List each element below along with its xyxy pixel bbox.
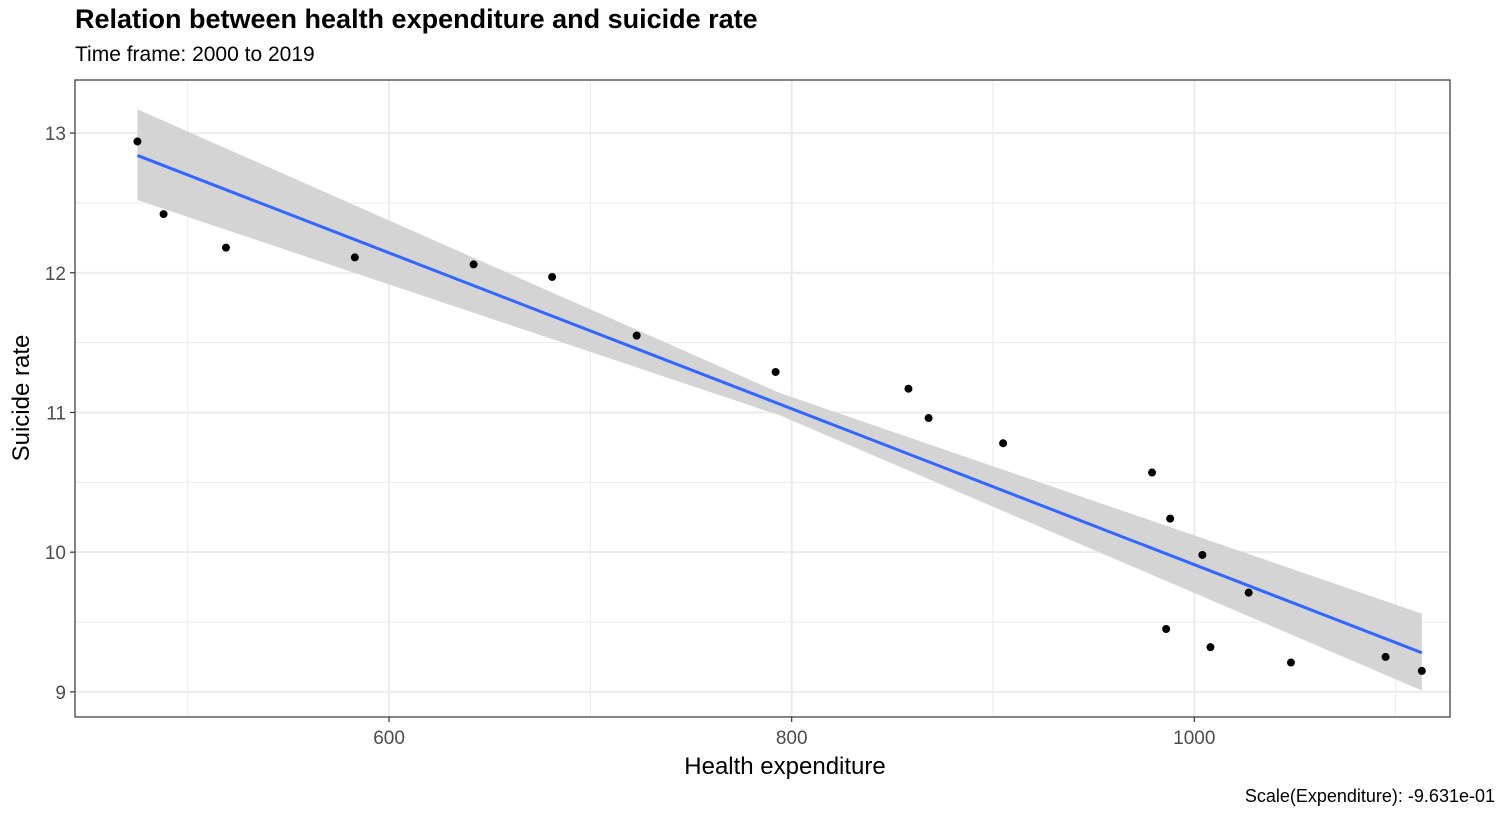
regression-line: [136, 154, 1423, 655]
y-tick-label: 12: [45, 264, 66, 285]
y-axis-ticks: 9 10 11 12 13: [45, 124, 75, 704]
data-point: [1148, 468, 1157, 477]
data-point: [1417, 666, 1426, 675]
data-point: [1162, 624, 1171, 633]
y-tick-label: 9: [55, 683, 66, 704]
data-point: [469, 260, 478, 269]
data-point: [548, 272, 557, 281]
data-point: [221, 243, 230, 252]
data-point: [1206, 643, 1215, 652]
data-point: [1244, 588, 1253, 597]
x-axis-ticks: 600 800 1000: [373, 717, 1215, 749]
data-point: [1198, 550, 1207, 559]
data-point: [632, 331, 641, 340]
data-point: [159, 210, 168, 219]
confidence-band: [137, 109, 1422, 691]
data-point: [1166, 514, 1175, 523]
plot-panel-border: [74, 79, 1451, 718]
x-tick-label: 600: [373, 728, 405, 749]
chart-subtitle: Time frame: 2000 to 2019: [75, 43, 315, 66]
y-tick-label: 10: [45, 543, 66, 564]
x-tick-label: 1000: [1173, 728, 1215, 749]
y-tick-label: 11: [46, 403, 66, 424]
x-axis-title: Health expenditure: [684, 753, 885, 780]
chart-caption: Scale(Expenditure): -9.631e-01: [1244, 786, 1495, 806]
data-point: [771, 367, 780, 376]
chart-title: Relation between health expenditure and …: [75, 4, 758, 34]
grid-major: [75, 80, 1450, 717]
data-point: [133, 137, 142, 146]
y-axis-title: Suicide rate: [8, 335, 35, 462]
data-point: [1286, 658, 1295, 667]
data-point: [904, 384, 913, 393]
y-tick-label: 13: [45, 124, 66, 145]
x-tick-label: 800: [776, 728, 808, 749]
data-point: [350, 253, 359, 262]
data-point: [999, 439, 1008, 448]
data-point: [1381, 652, 1390, 661]
data-point: [924, 414, 933, 423]
data-points: [133, 137, 1426, 675]
